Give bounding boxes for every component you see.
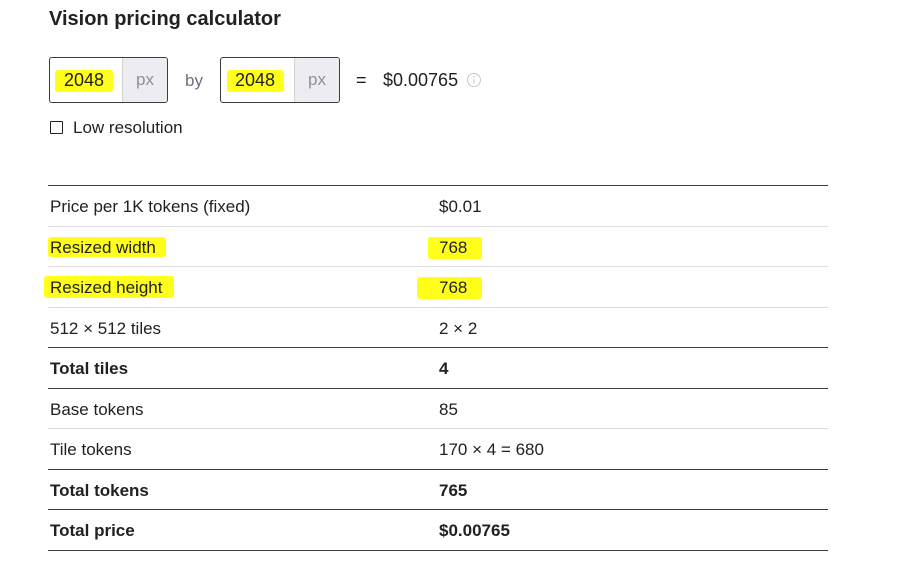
row-value: 768 xyxy=(439,237,468,257)
row-value: $0.00765 xyxy=(439,521,510,540)
input-unit: px xyxy=(122,58,167,102)
row-label: Resized height xyxy=(50,278,163,297)
row-label: Total price xyxy=(50,521,135,540)
row-divider xyxy=(48,550,828,551)
row-divider xyxy=(48,469,828,470)
highlight xyxy=(227,70,284,92)
table-row: Tile tokens 170 × 4 = 680 xyxy=(48,429,828,469)
highlight xyxy=(55,70,113,92)
table-row: Base tokens 85 xyxy=(48,389,828,429)
row-value: 765 xyxy=(439,480,468,500)
equals: = xyxy=(356,70,367,90)
width-input[interactable]: 2048 px xyxy=(49,57,168,103)
row-label: Price per 1K tokens (fixed) xyxy=(50,197,251,216)
checkbox-label[interactable]: Low resolution xyxy=(73,118,183,137)
row-divider xyxy=(48,266,828,267)
highlight xyxy=(428,237,482,259)
row-divider xyxy=(48,428,828,429)
highlight xyxy=(48,237,166,257)
row-label: Tile tokens xyxy=(50,440,132,459)
row-value: 2 × 2 xyxy=(439,318,478,338)
by-label: by xyxy=(185,71,203,90)
row-divider xyxy=(48,388,828,389)
row-label: 512 × 512 tiles xyxy=(50,318,162,338)
title: Vision pricing calculator xyxy=(49,8,281,30)
table-row: Total price $0.00765 xyxy=(48,510,828,550)
table-row: Price per 1K tokens (fixed) $0.01 xyxy=(48,186,828,226)
row-divider xyxy=(48,347,828,348)
row-value: 170 × 4 = 680 xyxy=(439,440,544,459)
checkbox[interactable] xyxy=(50,121,63,134)
row-label: Resized width xyxy=(50,237,156,257)
row-divider xyxy=(48,185,828,186)
result: $0.00765 xyxy=(383,70,459,90)
row-value: 4 xyxy=(439,359,449,378)
table-row: 512 × 512 tiles 2 × 2 xyxy=(48,308,828,348)
row-divider xyxy=(48,307,828,308)
row-label: Total tiles xyxy=(50,359,129,378)
height-input[interactable]: 2048 px xyxy=(220,57,340,103)
row-divider xyxy=(48,509,828,510)
highlight xyxy=(44,276,174,298)
table-row: Total tokens 765 xyxy=(48,470,828,510)
info-icon[interactable] xyxy=(466,72,482,88)
input-unit: px xyxy=(294,58,339,102)
row-divider xyxy=(48,226,828,227)
table-row: Total tiles 4 xyxy=(48,348,828,388)
row-value: 85 xyxy=(439,399,458,419)
row-value: $0.01 xyxy=(439,197,482,216)
row-label: Total tokens xyxy=(50,480,149,500)
highlight xyxy=(417,277,482,299)
input-value: 2048 xyxy=(235,70,276,90)
row-label: Base tokens xyxy=(50,399,144,419)
input-value: 2048 xyxy=(64,70,105,90)
table-row: Resized width 768 xyxy=(48,227,828,267)
table-row: Resized height 768 xyxy=(48,267,828,307)
row-value: 768 xyxy=(439,278,468,297)
